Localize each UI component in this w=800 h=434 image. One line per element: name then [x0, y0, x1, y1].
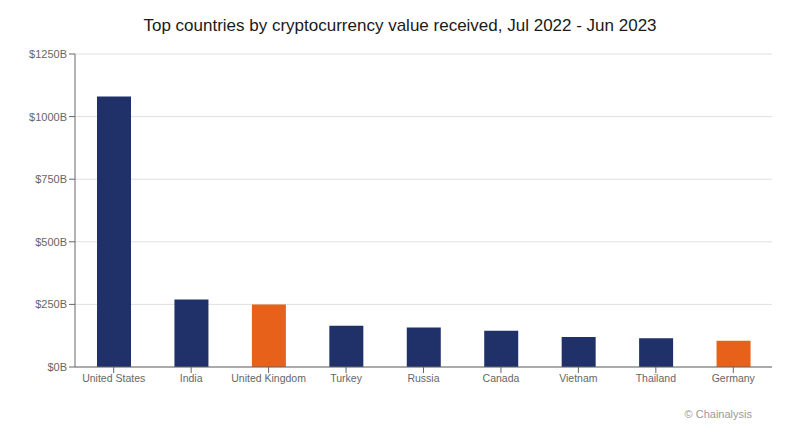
svg-text:$750B: $750B: [35, 173, 67, 185]
svg-text:$500B: $500B: [35, 236, 67, 248]
svg-text:Vietnam: Vietnam: [559, 372, 598, 384]
svg-text:$0B: $0B: [47, 361, 67, 373]
svg-text:Russia: Russia: [407, 372, 439, 384]
svg-text:United States: United States: [82, 372, 145, 384]
svg-text:$1250B: $1250B: [29, 48, 67, 60]
svg-text:India: India: [180, 372, 203, 384]
svg-text:Thailand: Thailand: [636, 372, 676, 384]
svg-text:$250B: $250B: [35, 298, 67, 310]
svg-text:$1000B: $1000B: [29, 111, 67, 123]
html-text:© Chainalysis: © Chainalysis: [684, 408, 752, 420]
svg-text:United Kingdom: United Kingdom: [231, 372, 306, 384]
svg-text:Canada: Canada: [483, 372, 520, 384]
svg-text:Germany: Germany: [712, 372, 756, 384]
svg-text:Turkey: Turkey: [330, 372, 362, 384]
html-text:Top countries by cryptocurrenc: Top countries by cryptocurrency value re…: [143, 16, 657, 35]
